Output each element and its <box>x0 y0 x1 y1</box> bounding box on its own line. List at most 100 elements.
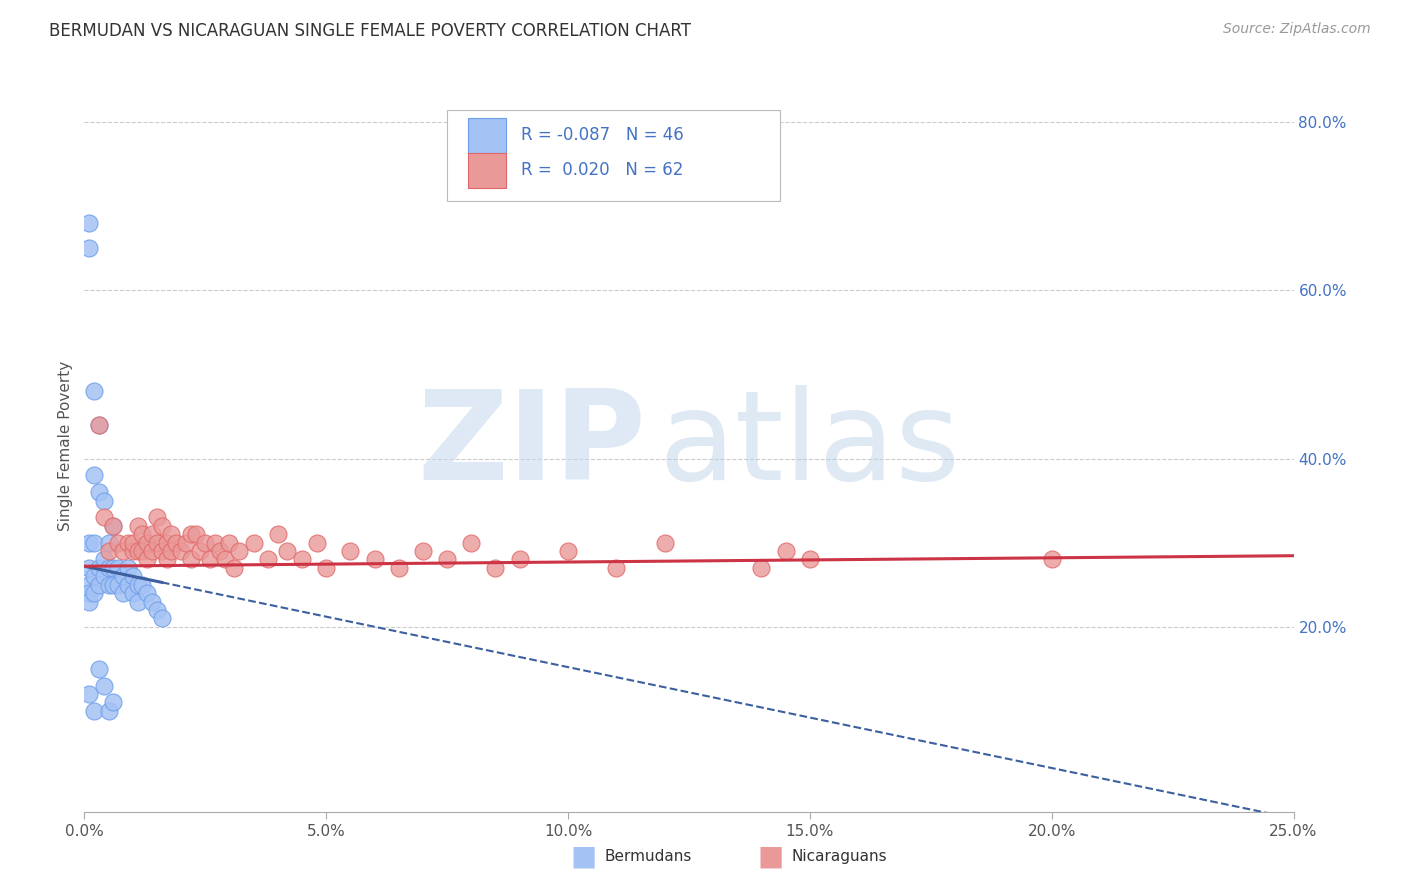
Point <box>93 679 115 693</box>
Point <box>190 544 212 558</box>
Point <box>77 578 100 592</box>
Point <box>121 535 143 549</box>
Point <box>557 544 579 558</box>
Point <box>87 417 110 432</box>
Point <box>131 544 153 558</box>
Point <box>150 519 173 533</box>
Point <box>363 552 385 566</box>
Point <box>87 485 110 500</box>
Point <box>224 561 246 575</box>
Point <box>146 510 169 524</box>
Point <box>315 561 337 575</box>
Point <box>93 493 115 508</box>
Point <box>654 535 676 549</box>
Point <box>127 544 149 558</box>
Point <box>77 586 100 600</box>
Point <box>141 544 163 558</box>
Point <box>204 535 226 549</box>
Point <box>605 561 627 575</box>
Point <box>121 586 143 600</box>
Point <box>103 519 125 533</box>
Point <box>103 519 125 533</box>
Point <box>103 695 125 709</box>
Point <box>228 544 250 558</box>
Point <box>77 594 100 608</box>
Point <box>484 561 506 575</box>
Point <box>117 535 139 549</box>
Point <box>121 544 143 558</box>
Point <box>97 561 120 575</box>
Point <box>97 704 120 718</box>
Point <box>97 535 120 549</box>
Point <box>170 544 193 558</box>
Point <box>93 552 115 566</box>
Point <box>87 662 110 676</box>
Point <box>83 569 105 583</box>
Text: R = -0.087   N = 46: R = -0.087 N = 46 <box>520 126 683 145</box>
Point <box>218 535 240 549</box>
Point <box>146 603 169 617</box>
Text: ■: ■ <box>758 842 783 871</box>
Point <box>117 578 139 592</box>
Point <box>146 535 169 549</box>
Y-axis label: Single Female Poverty: Single Female Poverty <box>58 361 73 531</box>
Point <box>127 519 149 533</box>
Point <box>180 552 202 566</box>
Point <box>93 510 115 524</box>
Point <box>436 552 458 566</box>
Point <box>751 561 773 575</box>
Bar <box>468 118 506 153</box>
Point <box>83 384 105 399</box>
Point <box>103 561 125 575</box>
Text: Source: ZipAtlas.com: Source: ZipAtlas.com <box>1223 22 1371 37</box>
Point <box>87 417 110 432</box>
Point <box>97 544 120 558</box>
Text: BERMUDAN VS NICARAGUAN SINGLE FEMALE POVERTY CORRELATION CHART: BERMUDAN VS NICARAGUAN SINGLE FEMALE POV… <box>49 22 692 40</box>
Point <box>180 527 202 541</box>
Point <box>160 527 183 541</box>
Text: Nicaraguans: Nicaraguans <box>792 849 887 863</box>
Point <box>127 578 149 592</box>
Point <box>127 594 149 608</box>
Point <box>509 552 531 566</box>
FancyBboxPatch shape <box>447 110 780 201</box>
Point <box>165 535 187 549</box>
Point <box>242 535 264 549</box>
Point <box>77 561 100 575</box>
Point <box>83 468 105 483</box>
Point <box>305 535 328 549</box>
Point <box>150 611 173 625</box>
Point <box>103 578 125 592</box>
Point <box>107 578 129 592</box>
Point <box>208 544 231 558</box>
Point <box>339 544 361 558</box>
Point <box>83 535 105 549</box>
Point <box>93 569 115 583</box>
Point <box>77 242 100 256</box>
Point <box>267 527 290 541</box>
Point <box>87 561 110 575</box>
Point <box>97 578 120 592</box>
Point <box>775 544 797 558</box>
Point <box>214 552 236 566</box>
Point <box>388 561 411 575</box>
Text: ■: ■ <box>571 842 596 871</box>
Point <box>155 552 177 566</box>
Point <box>141 594 163 608</box>
Point <box>112 586 135 600</box>
Point <box>136 535 159 549</box>
Point <box>107 561 129 575</box>
Point <box>87 578 110 592</box>
Point <box>184 527 207 541</box>
Point <box>131 527 153 541</box>
Text: Bermudans: Bermudans <box>605 849 692 863</box>
Point <box>117 561 139 575</box>
Point <box>150 544 173 558</box>
Point <box>77 216 100 230</box>
Text: atlas: atlas <box>659 385 960 507</box>
Point <box>412 544 434 558</box>
Point <box>276 544 298 558</box>
Point <box>107 535 129 549</box>
Point <box>460 535 482 549</box>
Point <box>112 569 135 583</box>
